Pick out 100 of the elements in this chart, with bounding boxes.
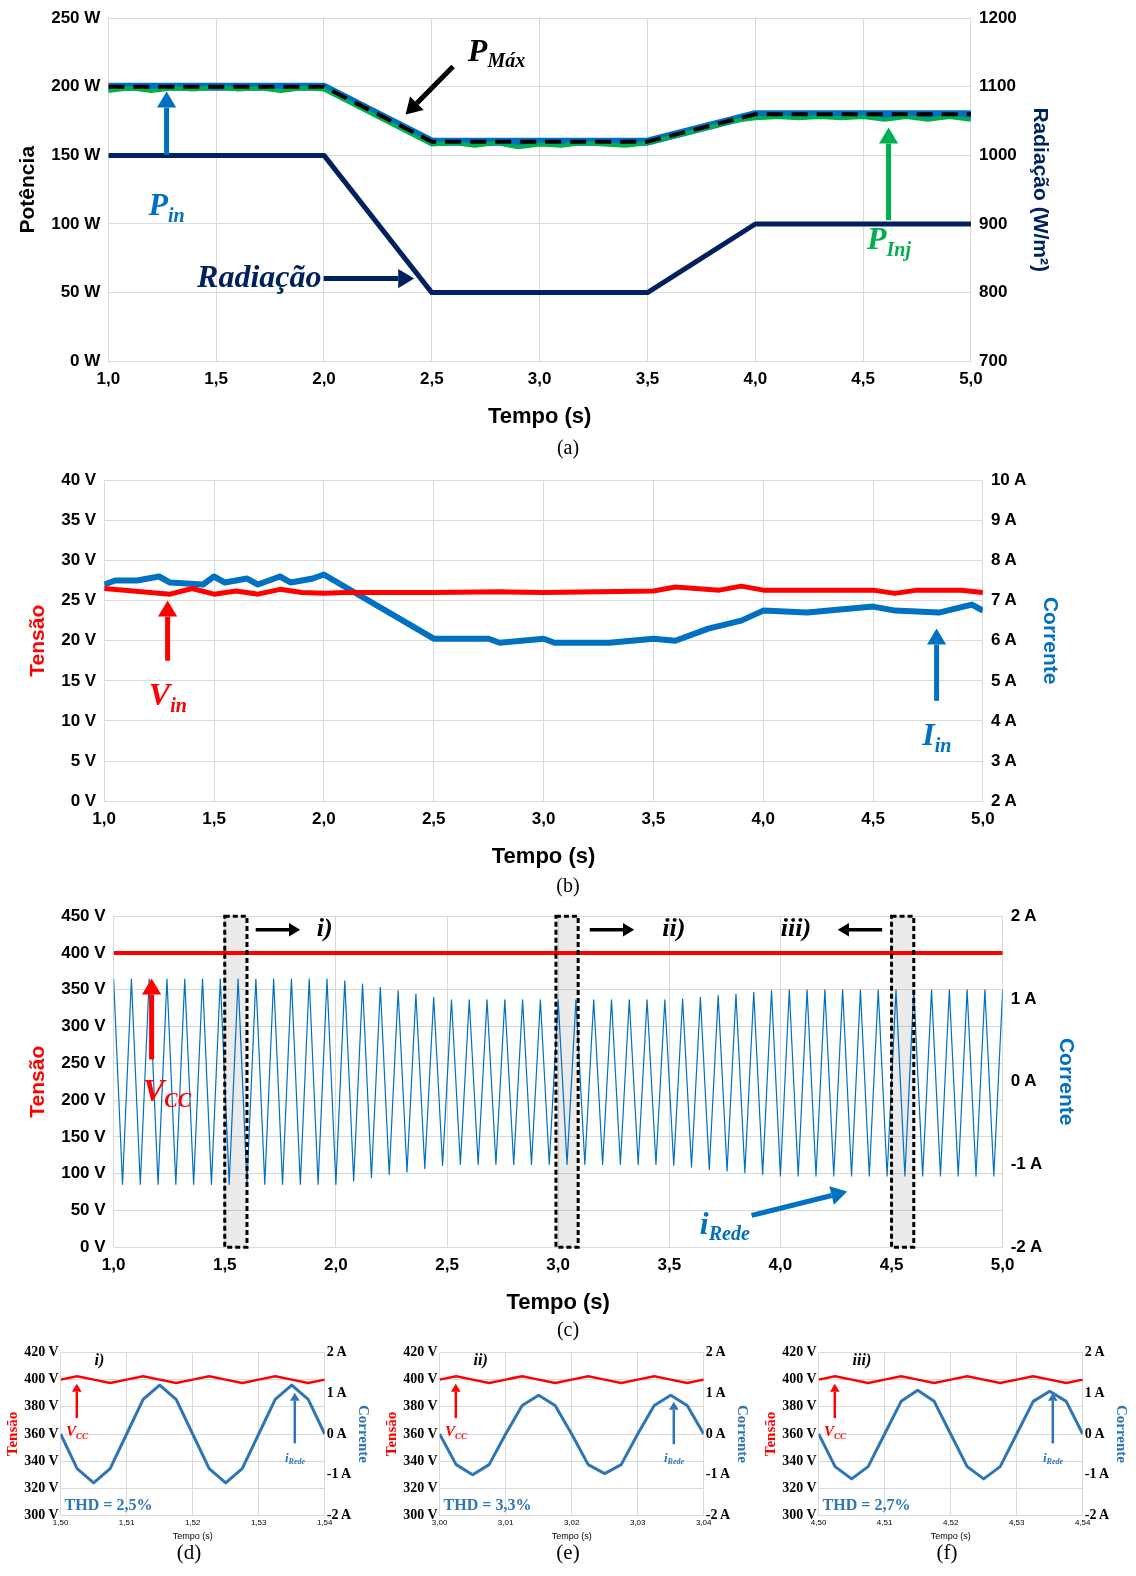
y-tick-label: 400 V [24, 1371, 59, 1387]
y-tick-label: 340 V [782, 1452, 817, 1468]
x-tick-label: 2,0 [312, 809, 336, 829]
y2-tick-label: 2 A [1084, 1344, 1106, 1360]
x-tick-label: 3,5 [641, 809, 666, 829]
y-tick-label: 10 V [61, 710, 97, 730]
y2-tick-label: -1 A [1010, 1154, 1043, 1174]
y-tick-label: 380 V [403, 1398, 438, 1414]
y2-tick-label: -1 A [705, 1466, 732, 1482]
text: (f) [936, 1540, 959, 1565]
x-tick-label: 5,0 [990, 1255, 1015, 1275]
y-tick-label: 0 V [70, 790, 97, 810]
annotation: THD = 2,7% [822, 1496, 911, 1514]
x-axis-title: Tempo (s) [491, 842, 596, 868]
y2-tick-label: 0 A [705, 1425, 727, 1441]
x-tick-label: 4,53 [1008, 1517, 1026, 1527]
y-tick-label: 360 V [403, 1425, 438, 1441]
x-axis-title: Tempo (s) [930, 1531, 971, 1542]
annotation: THD = 2,5% [64, 1496, 153, 1514]
x-tick-label: 1,0 [92, 809, 116, 829]
y-axis-title: Potência [15, 145, 39, 234]
x-axis-title: Tempo (s) [551, 1531, 592, 1542]
y-tick-label: 150 V [61, 1126, 107, 1146]
y2-tick-label: 0 A [1084, 1425, 1106, 1441]
y2-tick-label: 4 A [990, 710, 1017, 730]
x-tick-label: 3,02 [563, 1517, 580, 1527]
y-tick-label: 420 V [403, 1344, 438, 1360]
y2-tick-label: 2 A [990, 790, 1017, 810]
y2-axis-title: Corrente [356, 1404, 373, 1464]
y2-axis-title: Corrente [1055, 1037, 1079, 1126]
y2-tick-label: 1 A [1010, 988, 1037, 1008]
x-tick-label: 1,51 [118, 1517, 135, 1527]
y2-tick-label: 7 A [990, 590, 1017, 610]
y-tick-label: 340 V [403, 1452, 438, 1468]
x-tick-label: 4,52 [942, 1517, 959, 1527]
y-axis-title: Tensão [25, 604, 49, 677]
x-tick-label: 3,0 [531, 809, 556, 829]
x-tick-label: 4,51 [876, 1517, 893, 1527]
y2-axis-title: Corrente [1114, 1404, 1131, 1464]
x-tick-label: 3,01 [497, 1517, 514, 1527]
x-axis-title: Tempo (s) [172, 1531, 213, 1542]
y-tick-label: 400 V [403, 1371, 438, 1387]
y-tick-label: 320 V [403, 1480, 438, 1496]
y-tick-label: 150 W [51, 145, 102, 165]
annotation: ii) [662, 913, 686, 943]
x-axis-title: Tempo (s) [506, 1288, 610, 1314]
y-tick-label: 350 V [61, 979, 107, 999]
y-tick-label: 450 V [61, 905, 107, 925]
x-tick-label: 5,0 [959, 369, 983, 389]
annotation: i) [94, 1351, 105, 1370]
y2-tick-label: -1 A [326, 1466, 353, 1482]
x-tick-label: 1,5 [204, 369, 228, 389]
annotation: iii) [852, 1351, 872, 1370]
y2-axis-title: Corrente [1039, 596, 1063, 685]
x-tick-label: 3,0 [546, 1255, 570, 1275]
x-axis-title: Tempo (s) [487, 402, 592, 428]
y2-tick-label: 6 A [990, 630, 1017, 650]
y2-tick-label: 1 A [326, 1384, 348, 1400]
y-tick-label: 5 V [70, 750, 97, 770]
y2-tick-label: 1100 [978, 76, 1016, 96]
y2-tick-label: 8 A [990, 550, 1017, 570]
y-axis-title: Tensão [25, 1045, 49, 1118]
y2-tick-label: 9 A [990, 510, 1017, 530]
y2-tick-label: 0 A [326, 1425, 348, 1441]
y-tick-label: 380 V [24, 1398, 59, 1414]
y-tick-label: 50 W [60, 282, 102, 302]
y-tick-label: 20 V [61, 630, 97, 650]
y-axis-title: Tensão [3, 1411, 20, 1457]
annotation: ii) [473, 1351, 488, 1370]
y-tick-label: 200 W [51, 76, 102, 96]
y2-tick-label: 3 A [990, 750, 1017, 770]
y2-tick-label: 2 A [705, 1344, 727, 1360]
y2-tick-label: 900 [978, 213, 1008, 233]
y2-tick-label: 5 A [990, 670, 1017, 690]
x-tick-label: 2,5 [420, 369, 444, 389]
y-tick-label: 250 W [51, 7, 102, 27]
y-tick-label: 420 V [24, 1344, 59, 1360]
x-tick-label: 3,0 [527, 369, 552, 389]
x-tick-label: 1,5 [212, 1255, 237, 1275]
y-tick-label: 320 V [24, 1480, 59, 1496]
y-tick-label: 360 V [24, 1425, 59, 1441]
text: (b) [555, 874, 581, 897]
x-tick-label: 4,5 [861, 809, 885, 829]
x-tick-label: 1,52 [184, 1517, 201, 1527]
y-tick-label: 30 V [61, 550, 97, 570]
y-tick-label: 15 V [61, 670, 97, 690]
y2-tick-label: 1200 [978, 7, 1017, 27]
x-tick-label: 4,0 [743, 369, 768, 389]
y2-tick-label: 2 A [1010, 905, 1037, 925]
y-tick-label: 25 V [61, 590, 97, 610]
y2-tick-label: 1 A [705, 1384, 727, 1400]
x-tick-label: 5,0 [971, 809, 995, 829]
annotation: Radiação [196, 258, 322, 295]
y2-tick-label: 1 A [1084, 1384, 1106, 1400]
y-tick-label: 340 V [24, 1452, 59, 1468]
x-tick-label: 3,5 [635, 369, 660, 389]
x-tick-label: 1,0 [96, 369, 121, 389]
x-tick-label: 2,5 [435, 1255, 459, 1275]
text: (c) [555, 1318, 581, 1341]
y2-tick-label: -1 A [1084, 1466, 1111, 1482]
